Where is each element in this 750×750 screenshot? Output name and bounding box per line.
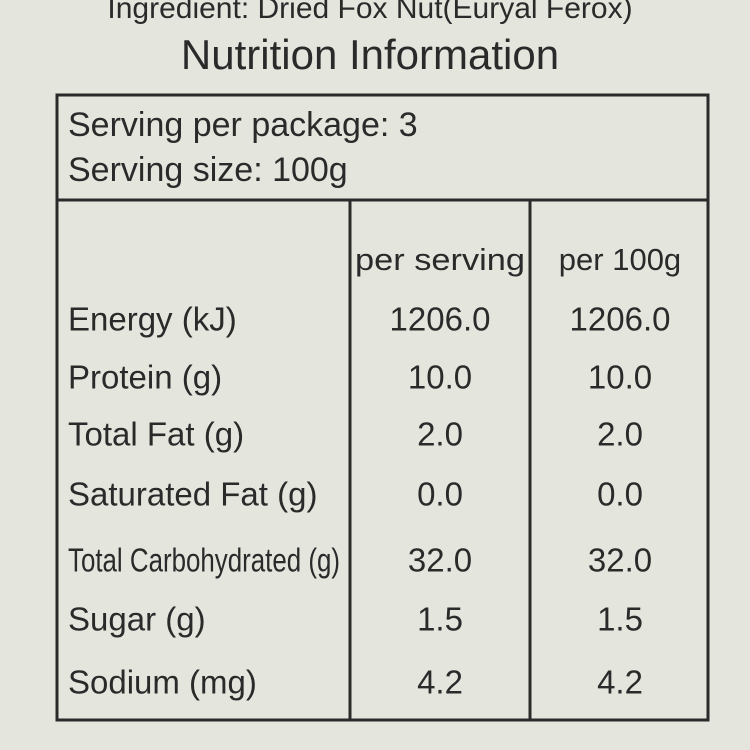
nutrient-name: Energy (kJ)	[68, 301, 237, 338]
per-serving-value: 1.5	[417, 601, 463, 638]
serving-size: Serving size: 100g	[68, 151, 348, 189]
per-100g-value: 10.0	[588, 359, 652, 396]
ingredient: Ingredient: Dried Fox Nut(Euryal Ferox)	[107, 0, 632, 25]
per-100g-value: 1206.0	[570, 301, 671, 338]
per-100g-value: 32.0	[588, 542, 652, 579]
nutrient-name: Saturated Fat (g)	[68, 476, 317, 513]
per-serving-value: 1206.0	[390, 301, 491, 338]
per-serving-value: 2.0	[417, 416, 463, 453]
per-100g-value: 0.0	[597, 476, 643, 513]
title: Nutrition Information	[181, 31, 559, 78]
per-100g-value: 4.2	[597, 664, 643, 701]
nutrient-name: Sugar (g)	[68, 601, 206, 638]
per-100g-value: 1.5	[597, 601, 643, 638]
per-serving-value: 10.0	[408, 359, 472, 396]
per-serving-value: 4.2	[417, 664, 463, 701]
per-serving-value: 0.0	[417, 476, 463, 513]
table-border	[55, 93, 710, 722]
nutrient-name: Total Fat (g)	[68, 416, 244, 453]
nutrient-name: Total Carbohydrated (g)	[68, 542, 340, 579]
column-header: per serving	[355, 242, 525, 277]
nutrient-name: Protein (g)	[68, 359, 222, 396]
column-header: per 100g	[559, 242, 681, 277]
per-serving-value: 32.0	[408, 542, 472, 579]
per-100g-value: 2.0	[597, 416, 643, 453]
nutrient-name: Sodium (mg)	[68, 664, 257, 701]
serving-per-package: Serving per package: 3	[68, 106, 418, 144]
